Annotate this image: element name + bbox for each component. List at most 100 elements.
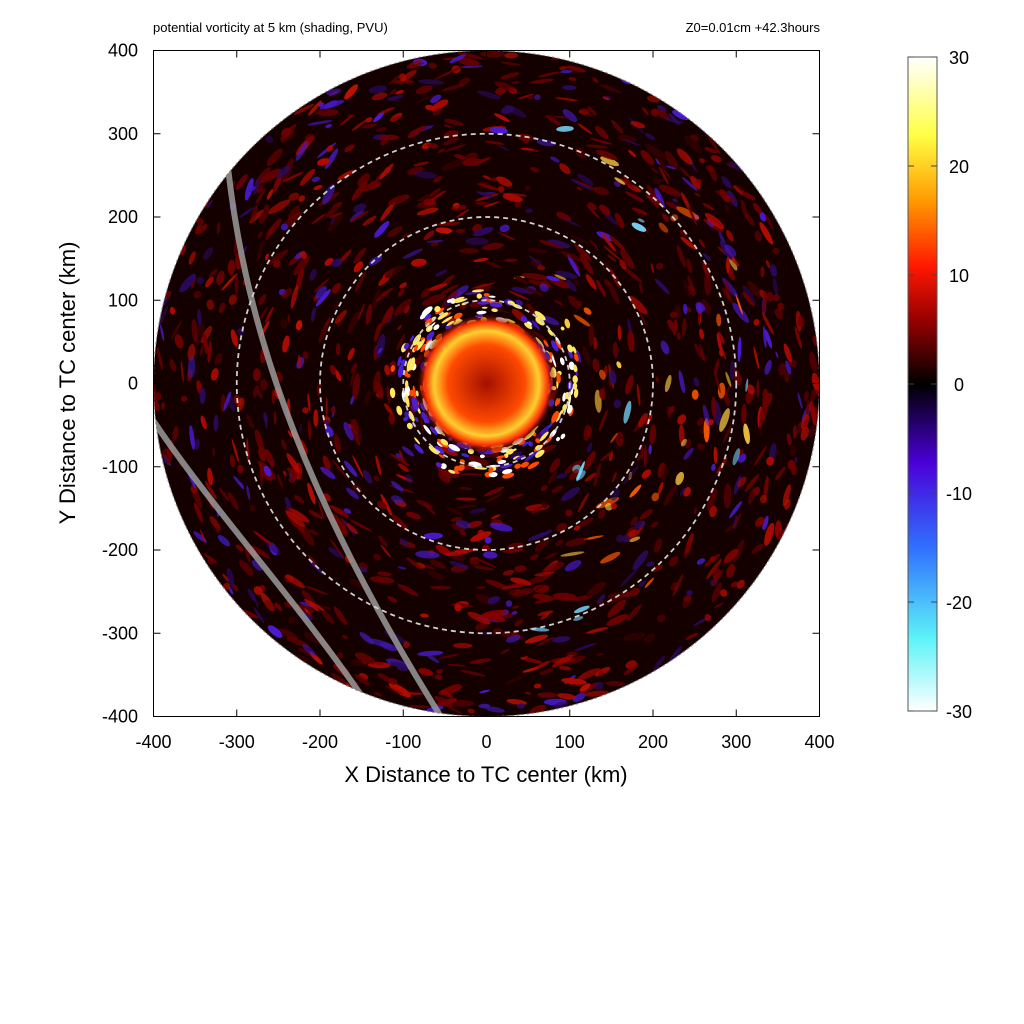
pv-feature: [702, 202, 715, 211]
pv-feature: [374, 661, 384, 666]
pv-feature: [668, 646, 683, 664]
pv-feature: [328, 212, 343, 219]
pv-feature: [602, 262, 611, 272]
pv-feature: [298, 523, 315, 546]
pv-feature: [575, 350, 582, 363]
pv-feature: [560, 69, 573, 74]
eyewall-feature: [461, 453, 470, 458]
eyewall-feature: [438, 454, 445, 459]
x-tick-label: -300: [219, 732, 255, 752]
pv-feature: [556, 522, 568, 532]
pv-feature: [371, 92, 388, 101]
pv-feature: [408, 705, 430, 708]
pv-feature: [694, 192, 701, 197]
eyewall-feature: [405, 394, 410, 408]
pv-feature: [758, 419, 763, 436]
pv-feature: [678, 424, 685, 445]
pv-feature: [253, 586, 263, 596]
pv-feature: [775, 351, 779, 359]
pv-feature: [207, 558, 214, 565]
pv-feature: [539, 240, 564, 249]
y-tick-label: 400: [108, 41, 138, 61]
pv-feature: [572, 277, 580, 286]
pv-feature: [485, 493, 503, 503]
pv-feature: [320, 466, 336, 480]
x-tick-label: 0: [481, 732, 491, 752]
pv-feature: [511, 610, 518, 615]
eyewall-feature: [419, 312, 427, 320]
pv-feature: [335, 519, 348, 536]
pv-feature: [805, 400, 810, 418]
pv-feature: [774, 466, 786, 481]
pv-feature: [658, 184, 682, 197]
pv-feature: [380, 493, 393, 516]
eyewall-feature: [423, 424, 432, 435]
pv-feature: [604, 503, 613, 511]
pv-feature: [634, 520, 646, 529]
pv-feature: [416, 499, 433, 508]
pv-feature: [607, 254, 617, 262]
pv-feature: [611, 487, 620, 501]
pv-feature: [387, 194, 410, 205]
pv-feature: [281, 127, 292, 137]
pv-feature: [414, 125, 427, 132]
pv-feature: [562, 217, 581, 227]
pv-feature: [696, 558, 706, 565]
pv-feature: [498, 232, 516, 241]
pv-feature: [229, 454, 236, 468]
eyewall-feature: [500, 463, 513, 469]
pv-feature: [505, 600, 513, 607]
pv-feature: [625, 191, 645, 203]
pv-feature: [287, 430, 293, 438]
pv-feature: [371, 288, 381, 313]
pv-feature: [645, 143, 667, 161]
pv-feature: [449, 54, 466, 64]
eyewall-feature: [397, 356, 402, 367]
pv-feature: [282, 335, 290, 353]
pv-feature: [390, 495, 404, 504]
eyewall-feature: [535, 438, 541, 444]
pv-feature: [726, 257, 730, 274]
pv-feature: [596, 653, 604, 656]
range-rings: [235, 132, 738, 635]
pv-feature: [655, 376, 659, 383]
pv-feature: [600, 156, 620, 167]
pv-feature: [282, 211, 303, 229]
pv-feature: [683, 447, 694, 460]
pv-feature: [471, 282, 496, 289]
y-tick-label: 100: [108, 290, 138, 310]
pv-feature: [495, 87, 507, 96]
eyewall-feature: [409, 389, 415, 397]
pv-feature: [267, 199, 291, 215]
pv-feature: [365, 303, 373, 325]
pv-feature: [333, 606, 347, 626]
pv-feature: [573, 605, 590, 614]
eyewall-feature: [440, 463, 447, 470]
pv-feature: [377, 501, 388, 510]
pv-feature: [322, 455, 331, 471]
pv-feature: [605, 681, 626, 686]
pv-feature: [428, 62, 437, 69]
pv-feature: [308, 600, 325, 612]
eyewall-feature: [524, 322, 533, 330]
pv-feature: [704, 213, 725, 230]
pv-feature: [375, 287, 393, 302]
pv-feature: [569, 234, 590, 244]
pv-feature: [583, 535, 604, 541]
pv-feature: [353, 261, 364, 273]
pv-feature: [769, 264, 778, 277]
pv-feature: [476, 586, 487, 590]
pv-feature: [317, 158, 330, 166]
pv-feature: [578, 110, 591, 116]
pv-feature: [288, 475, 296, 483]
pv-feature: [437, 148, 446, 154]
pv-feature: [432, 176, 443, 183]
pv-feature: [809, 351, 818, 372]
pv-feature: [280, 319, 288, 329]
pv-feature: [579, 254, 594, 275]
pv-feature: [541, 500, 549, 509]
eyewall-feature: [560, 433, 566, 440]
pv-feature: [350, 395, 355, 405]
pv-feature: [395, 90, 404, 95]
pv-feature: [347, 347, 355, 361]
